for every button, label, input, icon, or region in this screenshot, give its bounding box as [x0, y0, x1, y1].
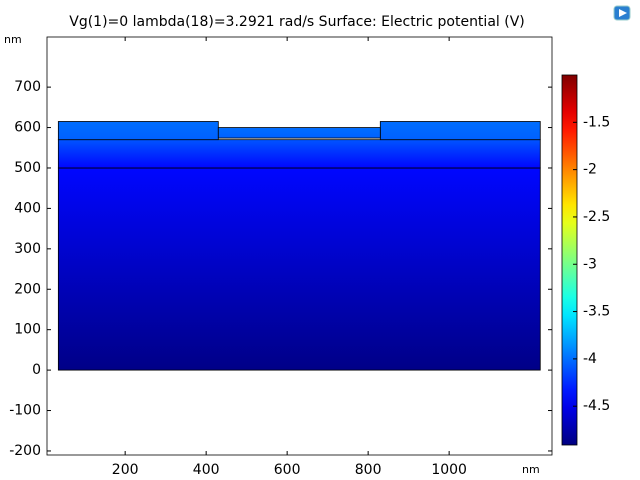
logo — [613, 5, 631, 21]
region — [57, 139, 541, 169]
colorbar-tick-label: -3.5 — [583, 304, 610, 320]
region — [57, 121, 219, 141]
colorbar-tick-label: -1.5 — [583, 114, 610, 130]
colorbar-tick-label: -2.5 — [583, 209, 610, 225]
logo-arrow — [619, 9, 627, 17]
y-tick-label: 400 — [14, 200, 41, 216]
colorbar-tick-label: -3 — [583, 256, 597, 272]
y-tick-label: 300 — [14, 241, 41, 257]
x-unit: nm — [522, 463, 540, 476]
x-tick-label: 800 — [355, 462, 382, 478]
colorbar-tick-label: -2 — [583, 162, 597, 178]
x-tick-label: 400 — [193, 462, 220, 478]
y-tick-label: 500 — [14, 160, 41, 176]
colorbar-tick-label: -4 — [583, 351, 597, 367]
region — [57, 167, 541, 371]
x-tick-label: 200 — [112, 462, 139, 478]
plot-frame — [46, 36, 553, 456]
colorbar-tick-label: -4.5 — [583, 398, 610, 414]
x-tick-label: 1000 — [431, 462, 467, 478]
y-unit: nm — [4, 33, 22, 46]
y-tick-label: -100 — [9, 403, 41, 419]
region — [217, 127, 381, 139]
y-tick-label: 600 — [14, 120, 41, 136]
chart-title: Vg(1)=0 lambda(18)=3.2921 rad/s Surface:… — [69, 14, 525, 30]
colorbar — [561, 74, 578, 446]
y-tick-label: 100 — [14, 322, 41, 338]
y-tick-label: 700 — [14, 79, 41, 95]
region — [379, 121, 541, 141]
x-tick-label: 600 — [274, 462, 301, 478]
y-tick-label: 0 — [32, 362, 41, 378]
y-tick-label: -200 — [9, 443, 41, 459]
y-tick-label: 200 — [14, 281, 41, 297]
